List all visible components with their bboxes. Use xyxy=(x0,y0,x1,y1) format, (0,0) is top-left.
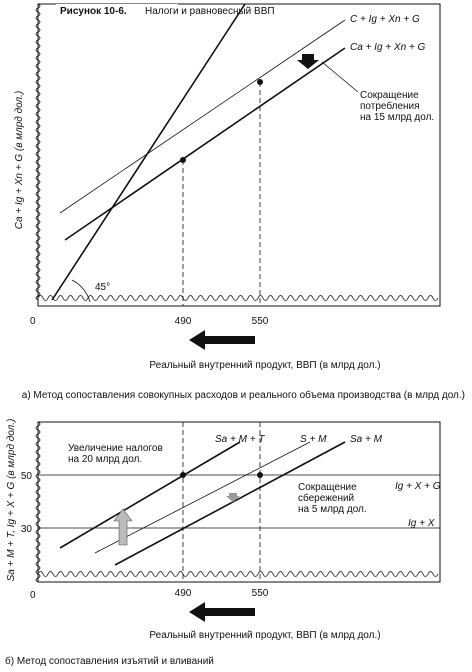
point xyxy=(257,79,263,85)
shift-arrow xyxy=(189,330,255,350)
title-box xyxy=(56,4,178,18)
line-label: Ca + Ig + Xn + G xyxy=(350,42,426,53)
shift-arrow xyxy=(297,54,319,69)
x-tick-label: 490 xyxy=(175,588,192,599)
axis-break xyxy=(35,421,41,583)
line-ca xyxy=(64,47,346,241)
shift-arrow xyxy=(113,508,133,546)
angle-arc xyxy=(71,279,91,303)
line-label: Sa + M + T xyxy=(215,434,265,445)
axis-break xyxy=(35,3,41,301)
panel-b: Sa + M + T S + M Sa + M Ig + X + G Ig + … xyxy=(5,419,441,667)
y-axis-label: Sa + M + T, Ig + X + G (в млрд дол.) xyxy=(6,419,17,582)
x-tick-label: 490 xyxy=(175,316,192,327)
line-label: C + Ig + Xn + G xyxy=(350,14,420,25)
point xyxy=(180,472,186,478)
angle-label: 45° xyxy=(95,282,110,293)
annotation: Сокращение xyxy=(360,90,419,101)
line-45 xyxy=(51,3,246,301)
level-label: Ig + X + G xyxy=(395,481,441,492)
pointer xyxy=(321,61,359,93)
line-sam xyxy=(114,441,346,566)
line-label: Sa + M xyxy=(350,434,383,445)
caption: б) Метод сопоставления изъятий и вливани… xyxy=(5,655,214,667)
axis-break xyxy=(37,295,439,301)
line-sm xyxy=(94,441,311,554)
y-tick-label: 30 xyxy=(21,524,33,535)
y-axis-label: Ca + Ig + Xn + G (в млрд дол.) xyxy=(14,91,25,229)
annotation: Сокращение xyxy=(298,482,357,493)
annotation: потребления xyxy=(360,100,420,112)
line-label: S + M xyxy=(300,434,327,445)
line-samt xyxy=(59,441,241,549)
point xyxy=(257,472,263,478)
x-tick-label: 550 xyxy=(252,588,269,599)
shift-arrow xyxy=(226,493,240,502)
origin: 0 xyxy=(30,590,36,601)
x-axis-label: Реальный внутренний продукт, ВВП (в млрд… xyxy=(149,360,380,371)
annotation: сбережений xyxy=(298,492,354,504)
y-tick-label: 50 xyxy=(21,471,33,482)
annotation: на 20 млрд дол. xyxy=(68,454,142,465)
level-label: Ig + X xyxy=(408,518,435,529)
annotation: на 15 млрд дол. xyxy=(360,112,434,123)
x-axis-label: Реальный внутренний продукт, ВВП (в млрд… xyxy=(149,630,380,641)
axis-break xyxy=(37,571,439,577)
figure-label: Рисунок 10-6. xyxy=(60,6,127,17)
annotation: Увеличение налогов xyxy=(68,443,163,454)
x-tick-label: 550 xyxy=(252,316,269,327)
frame xyxy=(37,3,441,307)
point xyxy=(180,157,186,163)
caption: а) Метод сопоставления совокупных расход… xyxy=(22,389,465,401)
annotation: на 5 млрд дол. xyxy=(298,504,367,515)
origin: 0 xyxy=(30,316,36,327)
line-c xyxy=(59,19,346,214)
panel-a: Рисунок 10-6. Налоги и равновесный ВВП 4… xyxy=(14,3,465,401)
figure-title: Налоги и равновесный ВВП xyxy=(145,6,275,17)
shift-arrow xyxy=(189,602,255,622)
